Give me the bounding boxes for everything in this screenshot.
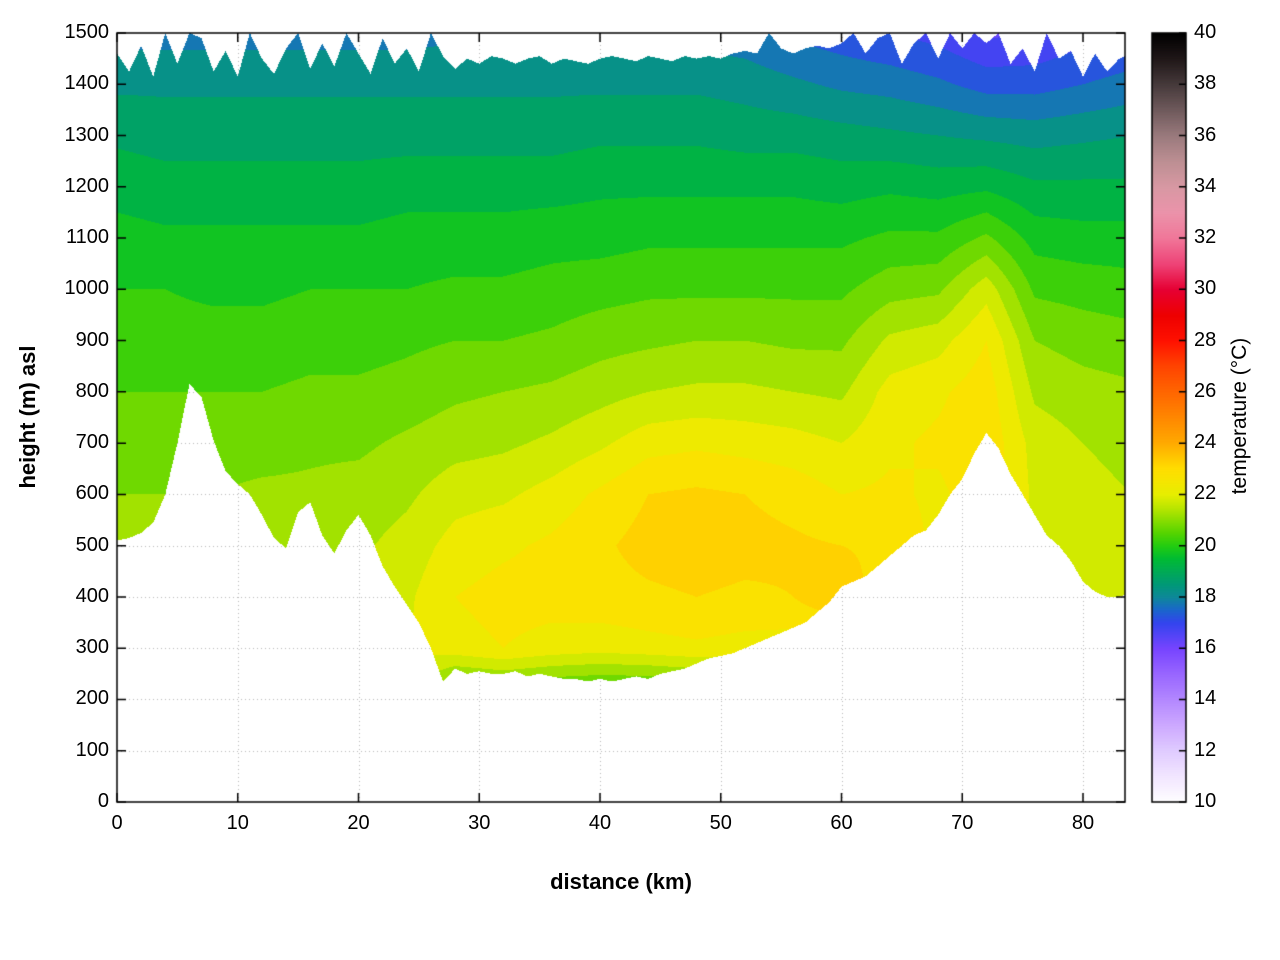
cb-tick-label: 14 [1194, 687, 1217, 710]
cb-tick-label: 12 [1194, 738, 1217, 761]
cb-tick-label: 32 [1194, 226, 1217, 249]
y-tick-label: 800 [75, 379, 109, 402]
x-tick-label: 50 [709, 812, 732, 834]
x-tick-label: 60 [830, 812, 853, 834]
y-tick-label: 1300 [64, 123, 110, 146]
cb-tick-label: 10 [1194, 790, 1217, 812]
x-tick-label: 0 [111, 812, 123, 834]
y-tick-label: 900 [75, 328, 109, 351]
cb-tick-label: 26 [1194, 379, 1217, 402]
cb-tick-label: 20 [1194, 533, 1217, 556]
cb-tick-label: 24 [1194, 431, 1217, 454]
y-tick-label: 0 [97, 790, 109, 812]
x-tick-label: 20 [347, 812, 370, 834]
cb-tick-label: 40 [1194, 21, 1217, 43]
y-tick-label: 400 [75, 584, 109, 607]
y-tick-label: 1000 [64, 277, 110, 300]
cb-tick-label: 18 [1194, 584, 1217, 607]
x-tick-label: 10 [226, 812, 249, 834]
x-tick-label: 70 [951, 812, 974, 834]
x-axis-title: distance (km) [550, 869, 692, 894]
y-tick-label: 1400 [64, 72, 110, 95]
cb-tick-label: 36 [1194, 123, 1217, 146]
y-tick-label: 500 [75, 533, 109, 556]
cb-tick-label: 34 [1194, 174, 1217, 197]
y-tick-label: 1200 [64, 174, 110, 197]
y-tick-label: 100 [75, 738, 109, 761]
y-tick-label: 200 [75, 687, 109, 710]
y-tick-label: 1100 [65, 226, 109, 249]
y-tick-label: 300 [75, 636, 109, 659]
y-tick-label: 600 [75, 482, 109, 505]
cb-tick-label: 28 [1194, 328, 1217, 351]
y-tick-label: 1500 [64, 21, 110, 43]
cb-tick-label: 38 [1194, 72, 1217, 95]
cb-tick-label: 16 [1194, 636, 1217, 659]
cb-tick-label: 22 [1194, 482, 1217, 505]
y-tick-label: 700 [75, 431, 109, 454]
x-tick-label: 30 [468, 812, 491, 834]
x-tick-label: 80 [1071, 812, 1095, 834]
x-tick-label: 40 [588, 812, 612, 834]
cb-tick-label: 30 [1194, 277, 1217, 300]
